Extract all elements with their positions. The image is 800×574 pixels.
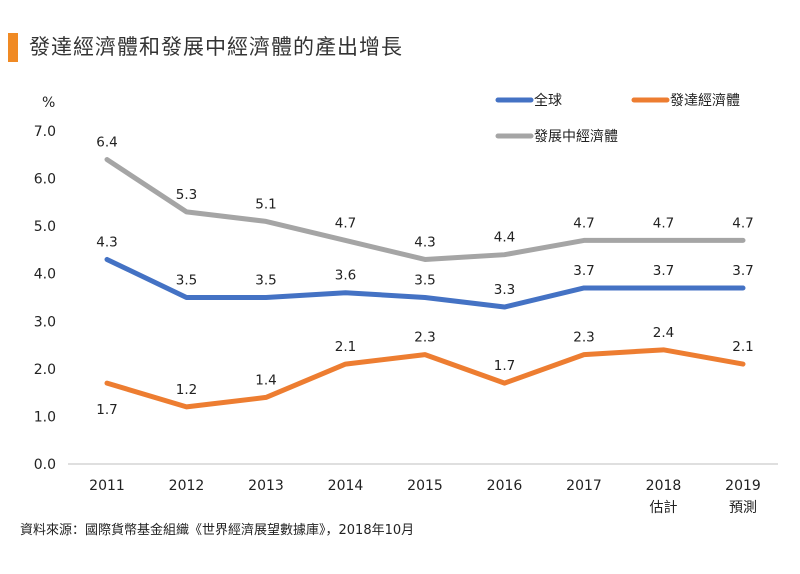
data-label: 4.7: [653, 215, 674, 231]
data-label: 3.5: [176, 273, 197, 289]
y-tick-label: 7.0: [34, 124, 56, 140]
data-label: 4.7: [335, 215, 356, 231]
data-label: 3.5: [255, 273, 276, 289]
data-label: 3.7: [653, 263, 674, 279]
data-label: 4.3: [414, 234, 435, 250]
title-accent-bar: [8, 33, 18, 62]
source-note: 資料來源：國際貨幣基金組織《世界經濟展望數據庫》，2018年10月: [20, 523, 415, 538]
x-tick-label: 2013: [248, 478, 284, 494]
x-tick-label: 2015: [407, 478, 443, 494]
y-tick-label: 2.0: [34, 362, 56, 378]
data-label: 4.4: [494, 230, 515, 246]
data-label: 2.3: [414, 330, 435, 346]
data-label: 1.7: [494, 358, 515, 374]
legend-label: 發達經濟體: [670, 93, 740, 109]
data-label: 3.6: [335, 268, 356, 284]
data-label: 1.4: [255, 372, 276, 388]
x-tick-label: 2019: [725, 478, 761, 494]
y-tick-label: 3.0: [34, 314, 56, 330]
data-label: 4.7: [573, 215, 594, 231]
x-tick-label: 2018: [646, 478, 682, 494]
data-label: 3.5: [414, 273, 435, 289]
x-tick-label: 2011: [89, 478, 125, 494]
data-label: 6.4: [96, 135, 117, 151]
x-tick-label: 2017: [566, 478, 602, 494]
y-axis-unit-label: %: [42, 95, 55, 111]
data-label: 2.1: [335, 339, 356, 355]
x-tick-sublabel: 估計: [650, 500, 678, 516]
y-tick-label: 6.0: [34, 172, 56, 188]
legend-label: 發展中經濟體: [534, 129, 618, 145]
x-tick-label: 2016: [487, 478, 523, 494]
legend-label: 全球: [534, 92, 562, 109]
data-label: 2.3: [573, 330, 594, 346]
y-tick-label: 1.0: [34, 409, 56, 425]
y-tick-label: 4.0: [34, 267, 56, 283]
data-label: 2.1: [732, 339, 753, 355]
data-label: 4.3: [96, 234, 117, 250]
x-tick-label: 2014: [328, 478, 364, 494]
data-label: 4.7: [732, 215, 753, 231]
x-tick-sublabel: 預測: [729, 500, 757, 516]
series-line-3: [104, 157, 746, 262]
chart-title: 發達經濟體和發展中經濟體的產出增長: [29, 35, 403, 59]
y-tick-label: 5.0: [34, 219, 56, 235]
data-label: 1.2: [176, 382, 197, 398]
data-label: 3.7: [573, 263, 594, 279]
data-label: 5.3: [176, 187, 197, 203]
data-label: 3.3: [494, 282, 515, 298]
series-line-1: [104, 256, 746, 310]
y-tick-label: 0.0: [34, 457, 56, 473]
series-line-2: [104, 347, 746, 410]
data-label: 5.1: [255, 196, 276, 212]
data-label: 2.4: [653, 325, 674, 341]
data-label: 1.7: [96, 402, 117, 418]
data-label: 3.7: [732, 263, 753, 279]
x-tick-label: 2012: [169, 478, 205, 494]
